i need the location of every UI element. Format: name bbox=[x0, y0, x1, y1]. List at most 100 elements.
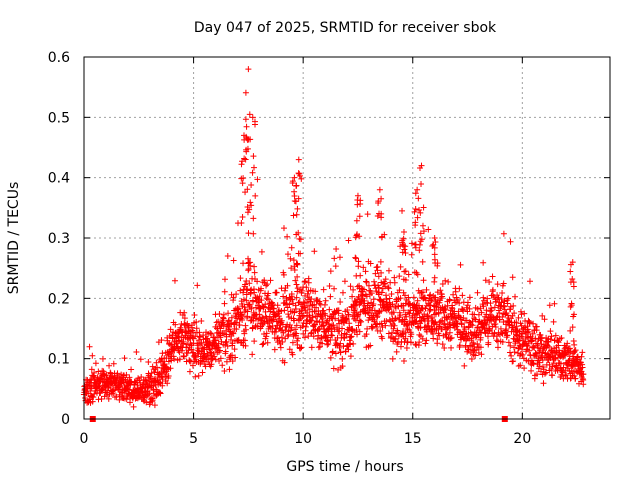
data-point bbox=[260, 340, 267, 347]
data-point bbox=[442, 303, 449, 310]
y-axis-label: SRMTID / TECUs bbox=[6, 182, 22, 295]
data-point bbox=[400, 228, 407, 235]
data-point bbox=[332, 350, 339, 357]
data-point bbox=[325, 340, 332, 347]
data-point bbox=[289, 179, 296, 186]
data-point bbox=[493, 333, 500, 340]
data-point bbox=[337, 299, 344, 306]
data-point bbox=[87, 377, 94, 384]
data-point bbox=[408, 331, 415, 338]
data-point bbox=[362, 268, 369, 275]
data-point bbox=[289, 296, 296, 303]
data-point bbox=[247, 136, 254, 143]
data-point bbox=[391, 274, 398, 281]
data-point bbox=[474, 289, 481, 296]
data-point bbox=[172, 321, 179, 328]
data-point bbox=[240, 289, 247, 296]
data-point bbox=[294, 205, 301, 212]
data-point bbox=[571, 348, 578, 355]
data-point bbox=[396, 273, 403, 280]
data-point bbox=[355, 258, 362, 265]
data-point bbox=[372, 270, 379, 277]
data-point bbox=[541, 370, 548, 377]
data-point bbox=[239, 316, 246, 323]
data-point bbox=[287, 255, 294, 262]
data-point bbox=[411, 208, 418, 215]
data-point bbox=[249, 324, 256, 331]
data-point bbox=[439, 293, 446, 300]
data-point bbox=[389, 355, 396, 362]
data-point bbox=[138, 374, 145, 381]
data-point bbox=[402, 329, 409, 336]
data-point bbox=[425, 226, 432, 233]
data-point bbox=[307, 298, 314, 305]
data-point bbox=[158, 337, 165, 344]
data-point bbox=[190, 349, 197, 356]
data-point bbox=[353, 327, 360, 334]
data-point bbox=[504, 332, 511, 339]
data-point bbox=[250, 153, 257, 160]
data-point bbox=[551, 300, 558, 307]
data-point bbox=[248, 181, 255, 188]
x-axis-label: GPS time / hours bbox=[286, 459, 403, 475]
data-point bbox=[546, 302, 553, 309]
data-point bbox=[375, 284, 382, 291]
data-point bbox=[536, 359, 543, 366]
data-point bbox=[289, 339, 296, 346]
data-point bbox=[214, 344, 221, 351]
data-point bbox=[288, 290, 295, 297]
data-point bbox=[339, 289, 346, 296]
data-point bbox=[423, 328, 430, 335]
data-point bbox=[189, 362, 196, 369]
data-point bbox=[295, 170, 302, 177]
data-point bbox=[243, 123, 250, 130]
data-point bbox=[570, 338, 577, 345]
data-point bbox=[243, 277, 250, 284]
data-point bbox=[458, 321, 465, 328]
data-point bbox=[414, 271, 421, 278]
data-point bbox=[163, 355, 170, 362]
data-point bbox=[250, 164, 257, 171]
data-point bbox=[273, 289, 280, 296]
data-point bbox=[195, 372, 202, 379]
data-point bbox=[344, 306, 351, 313]
data-point bbox=[153, 359, 160, 366]
data-point bbox=[339, 355, 346, 362]
data-point bbox=[238, 161, 245, 168]
data-point bbox=[507, 238, 514, 245]
data-point bbox=[145, 358, 152, 365]
data-point bbox=[181, 353, 188, 360]
data-point bbox=[557, 360, 564, 367]
data-point bbox=[365, 300, 372, 307]
data-point bbox=[181, 309, 188, 316]
data-point bbox=[345, 237, 352, 244]
data-point bbox=[472, 352, 479, 359]
data-point bbox=[301, 334, 308, 341]
data-point bbox=[441, 320, 448, 327]
data-point bbox=[486, 278, 493, 285]
data-point bbox=[468, 356, 475, 363]
data-point bbox=[133, 349, 140, 356]
data-point bbox=[99, 355, 106, 362]
data-point bbox=[105, 395, 112, 402]
data-point bbox=[352, 255, 359, 262]
data-point bbox=[248, 202, 255, 209]
data-point bbox=[420, 204, 427, 211]
data-point bbox=[258, 297, 265, 304]
data-point bbox=[547, 328, 554, 335]
data-point bbox=[309, 314, 316, 321]
data-point bbox=[293, 330, 300, 337]
data-point bbox=[353, 217, 360, 224]
data-point bbox=[401, 246, 408, 253]
data-point bbox=[193, 318, 200, 325]
data-point bbox=[399, 207, 406, 214]
data-point bbox=[106, 362, 113, 369]
data-point bbox=[288, 244, 295, 251]
data-point bbox=[293, 211, 300, 218]
data-point bbox=[275, 313, 282, 320]
data-point bbox=[262, 301, 269, 308]
data-point bbox=[568, 374, 575, 381]
data-point bbox=[571, 311, 578, 318]
data-point bbox=[331, 285, 338, 292]
data-point bbox=[382, 283, 389, 290]
